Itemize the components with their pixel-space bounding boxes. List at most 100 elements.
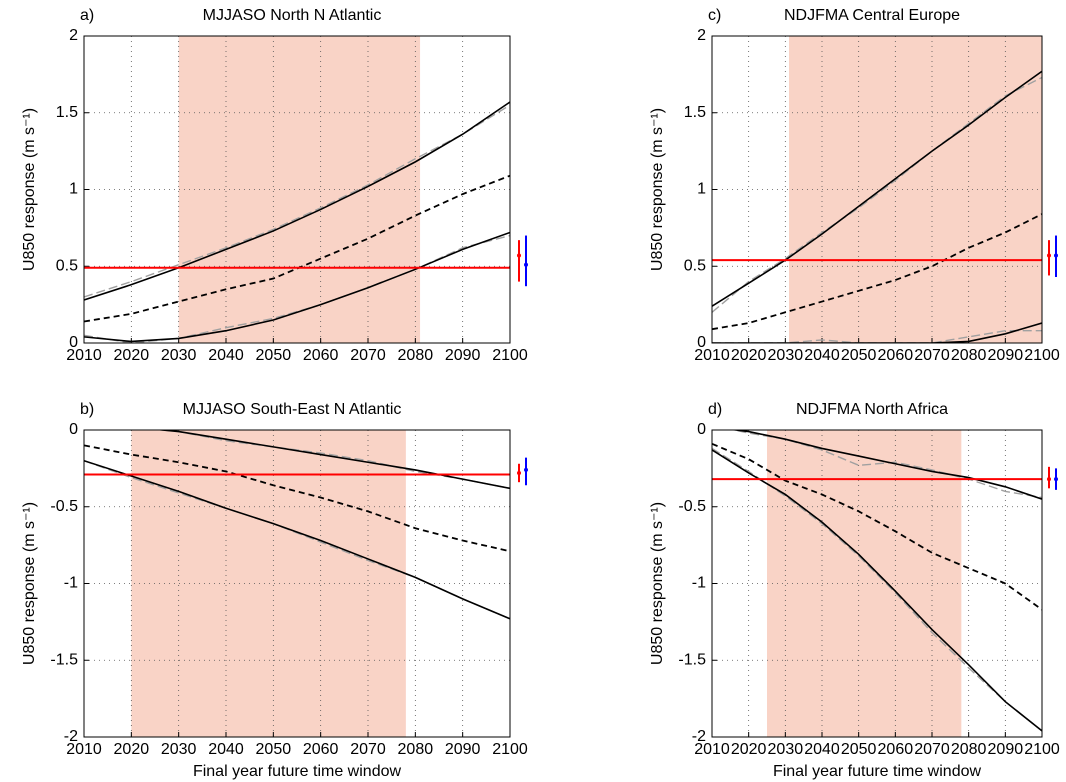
plot-frame [711, 429, 1043, 738]
error-center [524, 467, 528, 472]
x-tick-label: 2100 [492, 741, 528, 758]
panel-title: MJJASO North N Atlantic [203, 7, 382, 24]
x-tick-label: 2050 [256, 347, 292, 364]
x-tick-label: 2070 [350, 741, 386, 758]
y-tick-label: -2 [64, 728, 78, 745]
y-tick-label: 0.5 [684, 257, 706, 274]
x-tick-label: 2030 [161, 347, 197, 364]
panel: 2010 2020 2030 2040 2050 2060 2070 2080 2090 2100… [649, 7, 1060, 364]
y-tick-label: 0 [697, 334, 706, 351]
x-tick-label: 2020 [731, 347, 767, 364]
x-tick-label: 2090 [988, 347, 1024, 364]
y-tick-label: -1 [692, 575, 706, 592]
y-tick-label: 0 [69, 334, 78, 351]
panel: 2010 2020 2030 2040 2050 2060 2070 2080 2090 2100… [649, 401, 1060, 780]
x-tick-label: 2040 [804, 741, 840, 758]
x-tick-label: 2050 [256, 741, 292, 758]
plot-frame [83, 35, 511, 344]
y-tick-label: -1.5 [50, 651, 78, 668]
panel-label: c) [708, 7, 721, 24]
y-axis-label: U850 response (m s⁻¹) [649, 502, 666, 665]
x-tick-label: 2010 [694, 347, 730, 364]
series-line [84, 174, 510, 323]
y-axis-label: U850 response (m s⁻¹) [649, 108, 666, 271]
series-line [84, 231, 510, 343]
error-center [517, 253, 521, 258]
error-center [1047, 253, 1051, 258]
panel-title: NDJFMA North Africa [796, 401, 948, 418]
y-tick-label: 0 [69, 421, 78, 438]
x-tick-label: 2090 [445, 741, 481, 758]
x-tick-label: 2070 [914, 347, 950, 364]
plot-frame [83, 429, 511, 738]
x-tick-label: 2020 [731, 741, 767, 758]
shaded-window [789, 36, 1042, 343]
y-tick-label: 1.5 [56, 104, 78, 121]
panel-label: a) [80, 7, 94, 24]
series-line [712, 213, 1042, 331]
x-tick-label: 2040 [208, 347, 244, 364]
x-tick-label: 2020 [114, 347, 150, 364]
error-center [1054, 253, 1058, 258]
series-line [84, 444, 510, 553]
x-tick-label: 2080 [398, 741, 434, 758]
y-axis-label: U850 response (m s⁻¹) [21, 108, 38, 271]
series-line [730, 430, 1042, 500]
x-tick-label: 2070 [914, 741, 950, 758]
series-line [84, 104, 510, 298]
error-center [1047, 477, 1051, 482]
panel: 2010 2020 2030 2040 2050 2060 2070 2080 2090 2100… [21, 7, 528, 364]
x-tick-label: 2040 [804, 347, 840, 364]
series-line [712, 322, 1042, 343]
y-tick-label: 2 [697, 27, 706, 44]
series-line [84, 101, 510, 301]
x-axis-label: Final year future time window [773, 763, 982, 780]
x-tick-label: 2020 [114, 741, 150, 758]
x-tick-label: 2060 [878, 347, 914, 364]
x-tick-label: 2070 [350, 347, 386, 364]
y-tick-label: -0.5 [50, 498, 78, 515]
series-line [712, 330, 1042, 343]
x-tick-label: 2010 [66, 741, 102, 758]
x-tick-label: 2090 [445, 347, 481, 364]
x-tick-label: 2100 [1024, 347, 1060, 364]
x-tick-label: 2090 [988, 741, 1024, 758]
x-axis-label: Final year future time window [193, 763, 402, 780]
x-tick-label: 2010 [66, 347, 102, 364]
error-center [517, 470, 521, 475]
x-tick-label: 2100 [1024, 741, 1060, 758]
y-tick-label: -1.5 [678, 651, 706, 668]
shaded-window [767, 430, 962, 737]
panel-label: d) [708, 401, 722, 418]
x-tick-label: 2030 [768, 741, 804, 758]
panel-title: MJJASO South-East N Atlantic [183, 401, 402, 418]
error-center [524, 262, 528, 267]
x-tick-label: 2060 [878, 741, 914, 758]
y-tick-label: 1 [697, 181, 706, 198]
x-tick-label: 2080 [951, 741, 987, 758]
x-tick-label: 2060 [303, 741, 339, 758]
x-tick-label: 2100 [492, 347, 528, 364]
y-tick-label: 2 [69, 27, 78, 44]
x-tick-label: 2040 [208, 741, 244, 758]
y-tick-label: -1 [64, 575, 78, 592]
series-line [84, 459, 510, 620]
x-tick-label: 2050 [841, 741, 877, 758]
y-axis-label: U850 response (m s⁻¹) [21, 502, 38, 665]
series-line [712, 442, 1042, 611]
x-tick-label: 2030 [161, 741, 197, 758]
series-line [712, 76, 1042, 313]
shaded-window [131, 430, 406, 737]
y-tick-label: 1 [69, 181, 78, 198]
y-tick-label: -2 [692, 728, 706, 745]
panel-label: b) [80, 401, 94, 418]
panel: 2010 2020 2030 2040 2050 2060 2070 2080 2090 2100… [21, 401, 528, 780]
x-tick-label: 2080 [951, 347, 987, 364]
y-tick-label: 0 [697, 421, 706, 438]
series-line [712, 449, 1042, 732]
panel-title: NDJFMA Central Europe [784, 7, 960, 24]
y-tick-label: 1.5 [684, 104, 706, 121]
plot-frame [711, 35, 1043, 344]
error-center [1054, 477, 1058, 482]
